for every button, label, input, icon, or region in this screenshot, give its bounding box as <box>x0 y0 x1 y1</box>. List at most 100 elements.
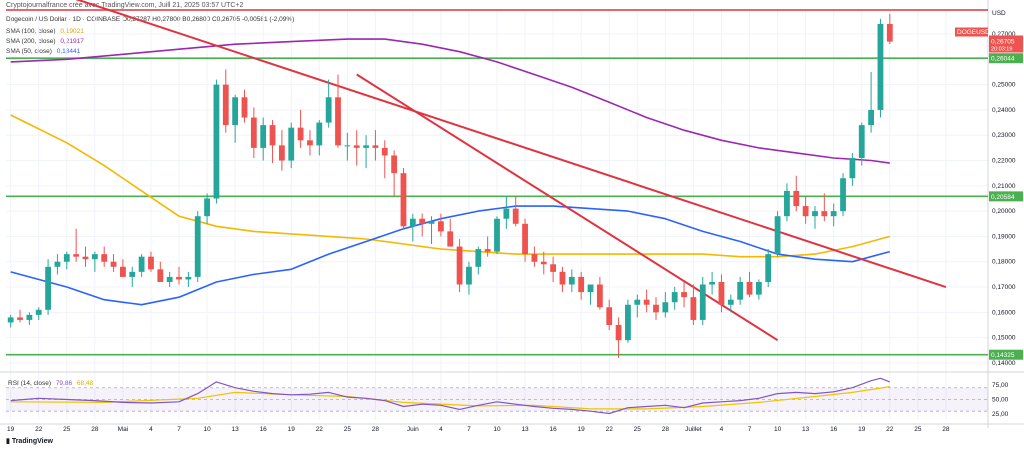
candle-body <box>400 173 407 227</box>
candle-body <box>91 254 98 260</box>
time-tick-label: 25 <box>63 426 71 433</box>
last-price-tag-bg <box>989 35 1023 53</box>
candle-body <box>699 284 706 320</box>
rsi-ma-line <box>10 386 890 410</box>
tradingview-logo[interactable]: ▮ TradingView <box>6 437 53 445</box>
candle <box>325 79 332 128</box>
candle <box>35 307 42 320</box>
candle-body <box>550 264 557 272</box>
candle <box>335 74 341 148</box>
time-tick-label: 25 <box>914 426 922 433</box>
candle-body <box>204 198 210 217</box>
candle-body <box>250 117 257 148</box>
time-tick-label: 25 <box>344 426 352 433</box>
candle <box>297 109 304 148</box>
time-tick-label: 22 <box>606 426 614 433</box>
candle-body <box>54 261 61 267</box>
candle <box>681 281 687 308</box>
time-tick-label: Juin <box>407 426 419 433</box>
legend-sma200[interactable]: SMA (200, close) 0,21917 <box>6 37 84 47</box>
footer-brand: TradingView <box>11 438 53 445</box>
legend-sma100[interactable]: SMA (100, close) 0,19021 <box>6 27 84 37</box>
candle <box>849 152 856 186</box>
legend-sma50-value: 0,18441 <box>56 48 81 55</box>
candle-body <box>185 276 192 280</box>
price-tick-label: 0,21000 <box>992 183 1016 190</box>
price-tick-label: 0,23000 <box>992 132 1016 139</box>
candle <box>288 122 295 169</box>
symbol-tag-label: DOGEUSD <box>957 29 990 36</box>
candle <box>428 216 435 245</box>
level-tag-label: 0,14325 <box>991 352 1015 359</box>
candle-body <box>868 109 874 126</box>
candle-body <box>456 246 463 285</box>
legend-sma100-value: 0,19021 <box>60 28 84 35</box>
time-tick-label: 13 <box>232 426 240 433</box>
candle-body <box>765 254 772 282</box>
candle <box>830 203 837 227</box>
candle <box>709 271 716 295</box>
candle <box>400 168 407 229</box>
candle-body <box>858 125 865 159</box>
candle <box>82 246 89 267</box>
candle-body <box>671 292 678 303</box>
time-tick-label: 10 <box>203 426 211 433</box>
candle <box>802 195 809 224</box>
candle-body <box>793 190 800 207</box>
candle <box>868 71 874 133</box>
candle <box>699 276 706 325</box>
time-tick-label: 19 <box>7 426 15 433</box>
time-tick-label: 16 <box>830 426 838 433</box>
candle <box>568 269 575 293</box>
time-tick-label: 7 <box>467 426 471 433</box>
trendline-0 <box>75 0 947 288</box>
level-tag-label: 0,20584 <box>991 194 1015 201</box>
candle-body <box>634 299 641 305</box>
candle <box>587 284 594 305</box>
candle <box>222 69 229 133</box>
price-tick-label: 0,16000 <box>992 309 1016 316</box>
rsi-label: RSI (14, close) <box>8 380 51 387</box>
candle <box>213 79 220 204</box>
candle-body <box>278 145 285 161</box>
price-tick-label: 0,22000 <box>992 158 1016 165</box>
candle-body <box>101 254 108 262</box>
candle <box>110 254 117 272</box>
level-tag-label: 0,26044 <box>991 56 1015 63</box>
candle <box>522 218 528 262</box>
candle-body <box>531 254 538 262</box>
candle <box>129 266 136 288</box>
last-price-label: 0,26705 <box>991 38 1015 45</box>
candle-body <box>82 256 89 260</box>
candle <box>138 254 145 277</box>
time-tick-label: 4 <box>149 426 153 433</box>
candle-body <box>840 178 846 212</box>
time-tick-label: 4 <box>720 426 724 433</box>
candle <box>475 246 482 275</box>
time-tick-label: 28 <box>372 426 380 433</box>
level-tag-bg <box>989 191 1023 202</box>
candle <box>372 130 379 161</box>
candle-body <box>830 211 837 217</box>
price-tick-label: 0,19000 <box>992 233 1016 240</box>
rsi-value: 79,86 <box>55 380 73 387</box>
candle <box>148 251 154 272</box>
time-tick-label: 28 <box>91 426 99 433</box>
time-tick-label: 10 <box>774 426 782 433</box>
candle <box>353 130 360 166</box>
legend-sma50[interactable]: SMA (50, close) 0,18441 <box>6 47 84 57</box>
candle <box>550 256 557 282</box>
candle-body <box>512 208 519 224</box>
indicator-legend: SMA (100, close) 0,19021 SMA (200, close… <box>6 27 84 57</box>
candle <box>101 246 108 267</box>
candle <box>484 236 491 257</box>
time-tick-label: 25 <box>634 426 642 433</box>
candle-body <box>391 155 398 174</box>
candle <box>840 173 846 217</box>
rsi-tick-label: 50,00 <box>992 396 1009 403</box>
rsi-legend: RSI (14, close) 79,86 68,48 <box>8 380 93 387</box>
candle <box>746 271 753 298</box>
candle-body <box>662 302 669 313</box>
candle-body <box>381 147 388 156</box>
